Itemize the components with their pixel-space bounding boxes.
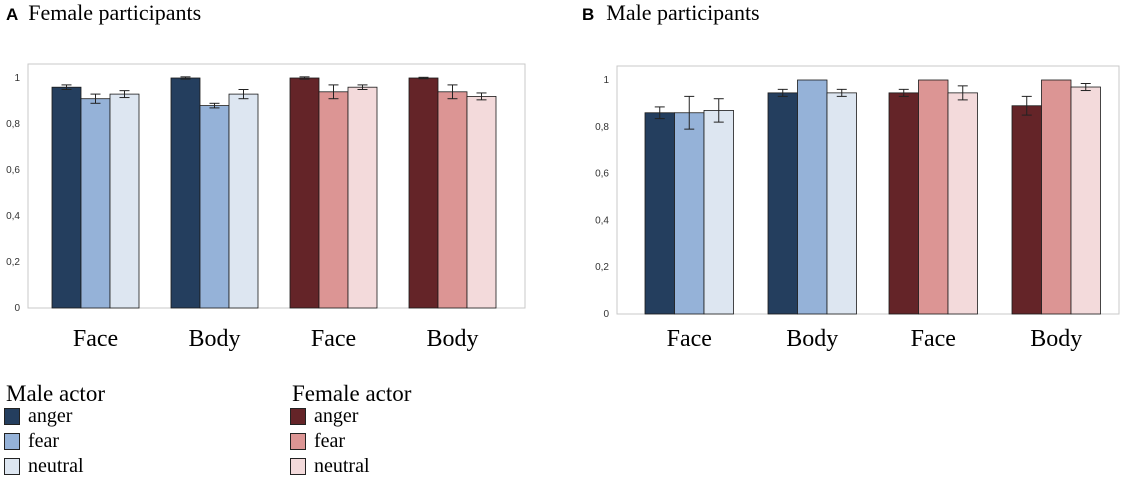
legend-male-neutral-swatch bbox=[4, 457, 20, 475]
panel-a-ytick-label: 0,6 bbox=[6, 165, 20, 176]
panel-a-ytick-label: 0,8 bbox=[6, 119, 20, 130]
panel-a-bar-neutral bbox=[109, 93, 140, 309]
panel-b-bar-neutral bbox=[703, 110, 734, 315]
panel-a-bar-anger bbox=[289, 77, 320, 309]
panel-a-title: A Female participants bbox=[6, 0, 201, 26]
panel-a-bar-fear bbox=[80, 98, 111, 309]
panel-b-ytick-label: 0,6 bbox=[595, 169, 609, 180]
panel-b-bar-neutral bbox=[1070, 86, 1101, 315]
panel-a-bar-fear bbox=[437, 91, 468, 309]
panel-b-title-text: Male participants bbox=[606, 0, 760, 25]
panel-b-ytick-label: 0,2 bbox=[595, 262, 609, 273]
panel-b-category-label: Body bbox=[786, 326, 838, 352]
panel-b-bar-fear bbox=[797, 79, 828, 315]
legend-female-neutral-label: neutral bbox=[314, 454, 370, 477]
panel-a-letter: A bbox=[6, 5, 19, 24]
panel-a-title-text: Female participants bbox=[28, 0, 202, 25]
legend-female-anger-swatch bbox=[290, 407, 306, 425]
panel-a-category-label: Face bbox=[73, 326, 118, 352]
panel-b-bar-fear bbox=[918, 79, 949, 315]
panel-a-ytick-label: 0,4 bbox=[6, 211, 20, 222]
legend-female-neutral-swatch bbox=[290, 457, 306, 475]
legend-male-anger: anger bbox=[4, 405, 72, 427]
legend-male-anger-swatch bbox=[4, 407, 20, 425]
panel-a-category-label: Body bbox=[188, 326, 240, 352]
panel-a-category-label: Face bbox=[311, 326, 356, 352]
panel-a-bar-anger bbox=[408, 77, 439, 309]
legend-male-neutral-label: neutral bbox=[28, 454, 84, 477]
panel-b-category-label: Face bbox=[667, 326, 712, 352]
panel-b-bar-anger bbox=[644, 112, 675, 315]
panel-a-bar-neutral bbox=[228, 93, 259, 309]
legend-female-fear-swatch bbox=[290, 432, 306, 450]
panel-a-plot-frame bbox=[27, 63, 526, 309]
panel-b-title: B Male participants bbox=[582, 0, 760, 26]
panel-a-bar-neutral bbox=[466, 96, 497, 309]
legend-female-fear: fear bbox=[290, 430, 345, 452]
panel-b-bar-anger bbox=[1011, 105, 1042, 315]
panel-a-bar-fear bbox=[318, 91, 349, 309]
legend-male-fear-label: fear bbox=[28, 429, 60, 452]
panel-a-ytick-label: 0,2 bbox=[6, 257, 20, 268]
panel-b-bar-neutral bbox=[947, 92, 978, 315]
panel-a-bar-fear bbox=[199, 105, 230, 309]
panel-b-bar-anger bbox=[767, 92, 798, 315]
legend-female-fear-label: fear bbox=[314, 429, 346, 452]
legend-female-neutral: neutral bbox=[290, 455, 370, 477]
panel-b-category-label: Face bbox=[911, 326, 956, 352]
panel-b-category-label: Body bbox=[1030, 326, 1082, 352]
panel-a-bar-anger bbox=[51, 86, 82, 309]
legend-female-title: Female actor bbox=[292, 381, 412, 406]
legend-male-title: Male actor bbox=[6, 381, 105, 406]
panel-b-plot-frame bbox=[616, 65, 1120, 315]
panel-b-bar-neutral bbox=[826, 92, 857, 315]
legend-female-anger-label: anger bbox=[314, 404, 359, 427]
panel-b-bar-anger bbox=[888, 92, 919, 315]
panel-b-ytick-label: 1 bbox=[603, 75, 609, 86]
panel-b-bar-fear bbox=[1041, 79, 1072, 315]
panel-a-bar-neutral bbox=[347, 86, 378, 309]
legend-male-fear: fear bbox=[4, 430, 59, 452]
panel-a-bar-anger bbox=[170, 77, 201, 309]
panel-b-bar-fear bbox=[674, 112, 705, 315]
panel-a-category-label: Body bbox=[426, 326, 478, 352]
panel-a-ytick-label: 1 bbox=[14, 73, 20, 84]
panel-b-ytick-label: 0,4 bbox=[595, 215, 609, 226]
panel-b-ytick-label: 0,8 bbox=[595, 122, 609, 133]
legend-male-fear-swatch bbox=[4, 432, 20, 450]
panel-b-letter: B bbox=[582, 5, 595, 24]
legend-male-neutral: neutral bbox=[4, 455, 84, 477]
legend-female-anger: anger bbox=[290, 405, 358, 427]
panel-b-ytick-label: 0 bbox=[603, 309, 609, 320]
legend-male-anger-label: anger bbox=[28, 404, 73, 427]
panel-a-ytick-label: 0 bbox=[14, 303, 20, 314]
